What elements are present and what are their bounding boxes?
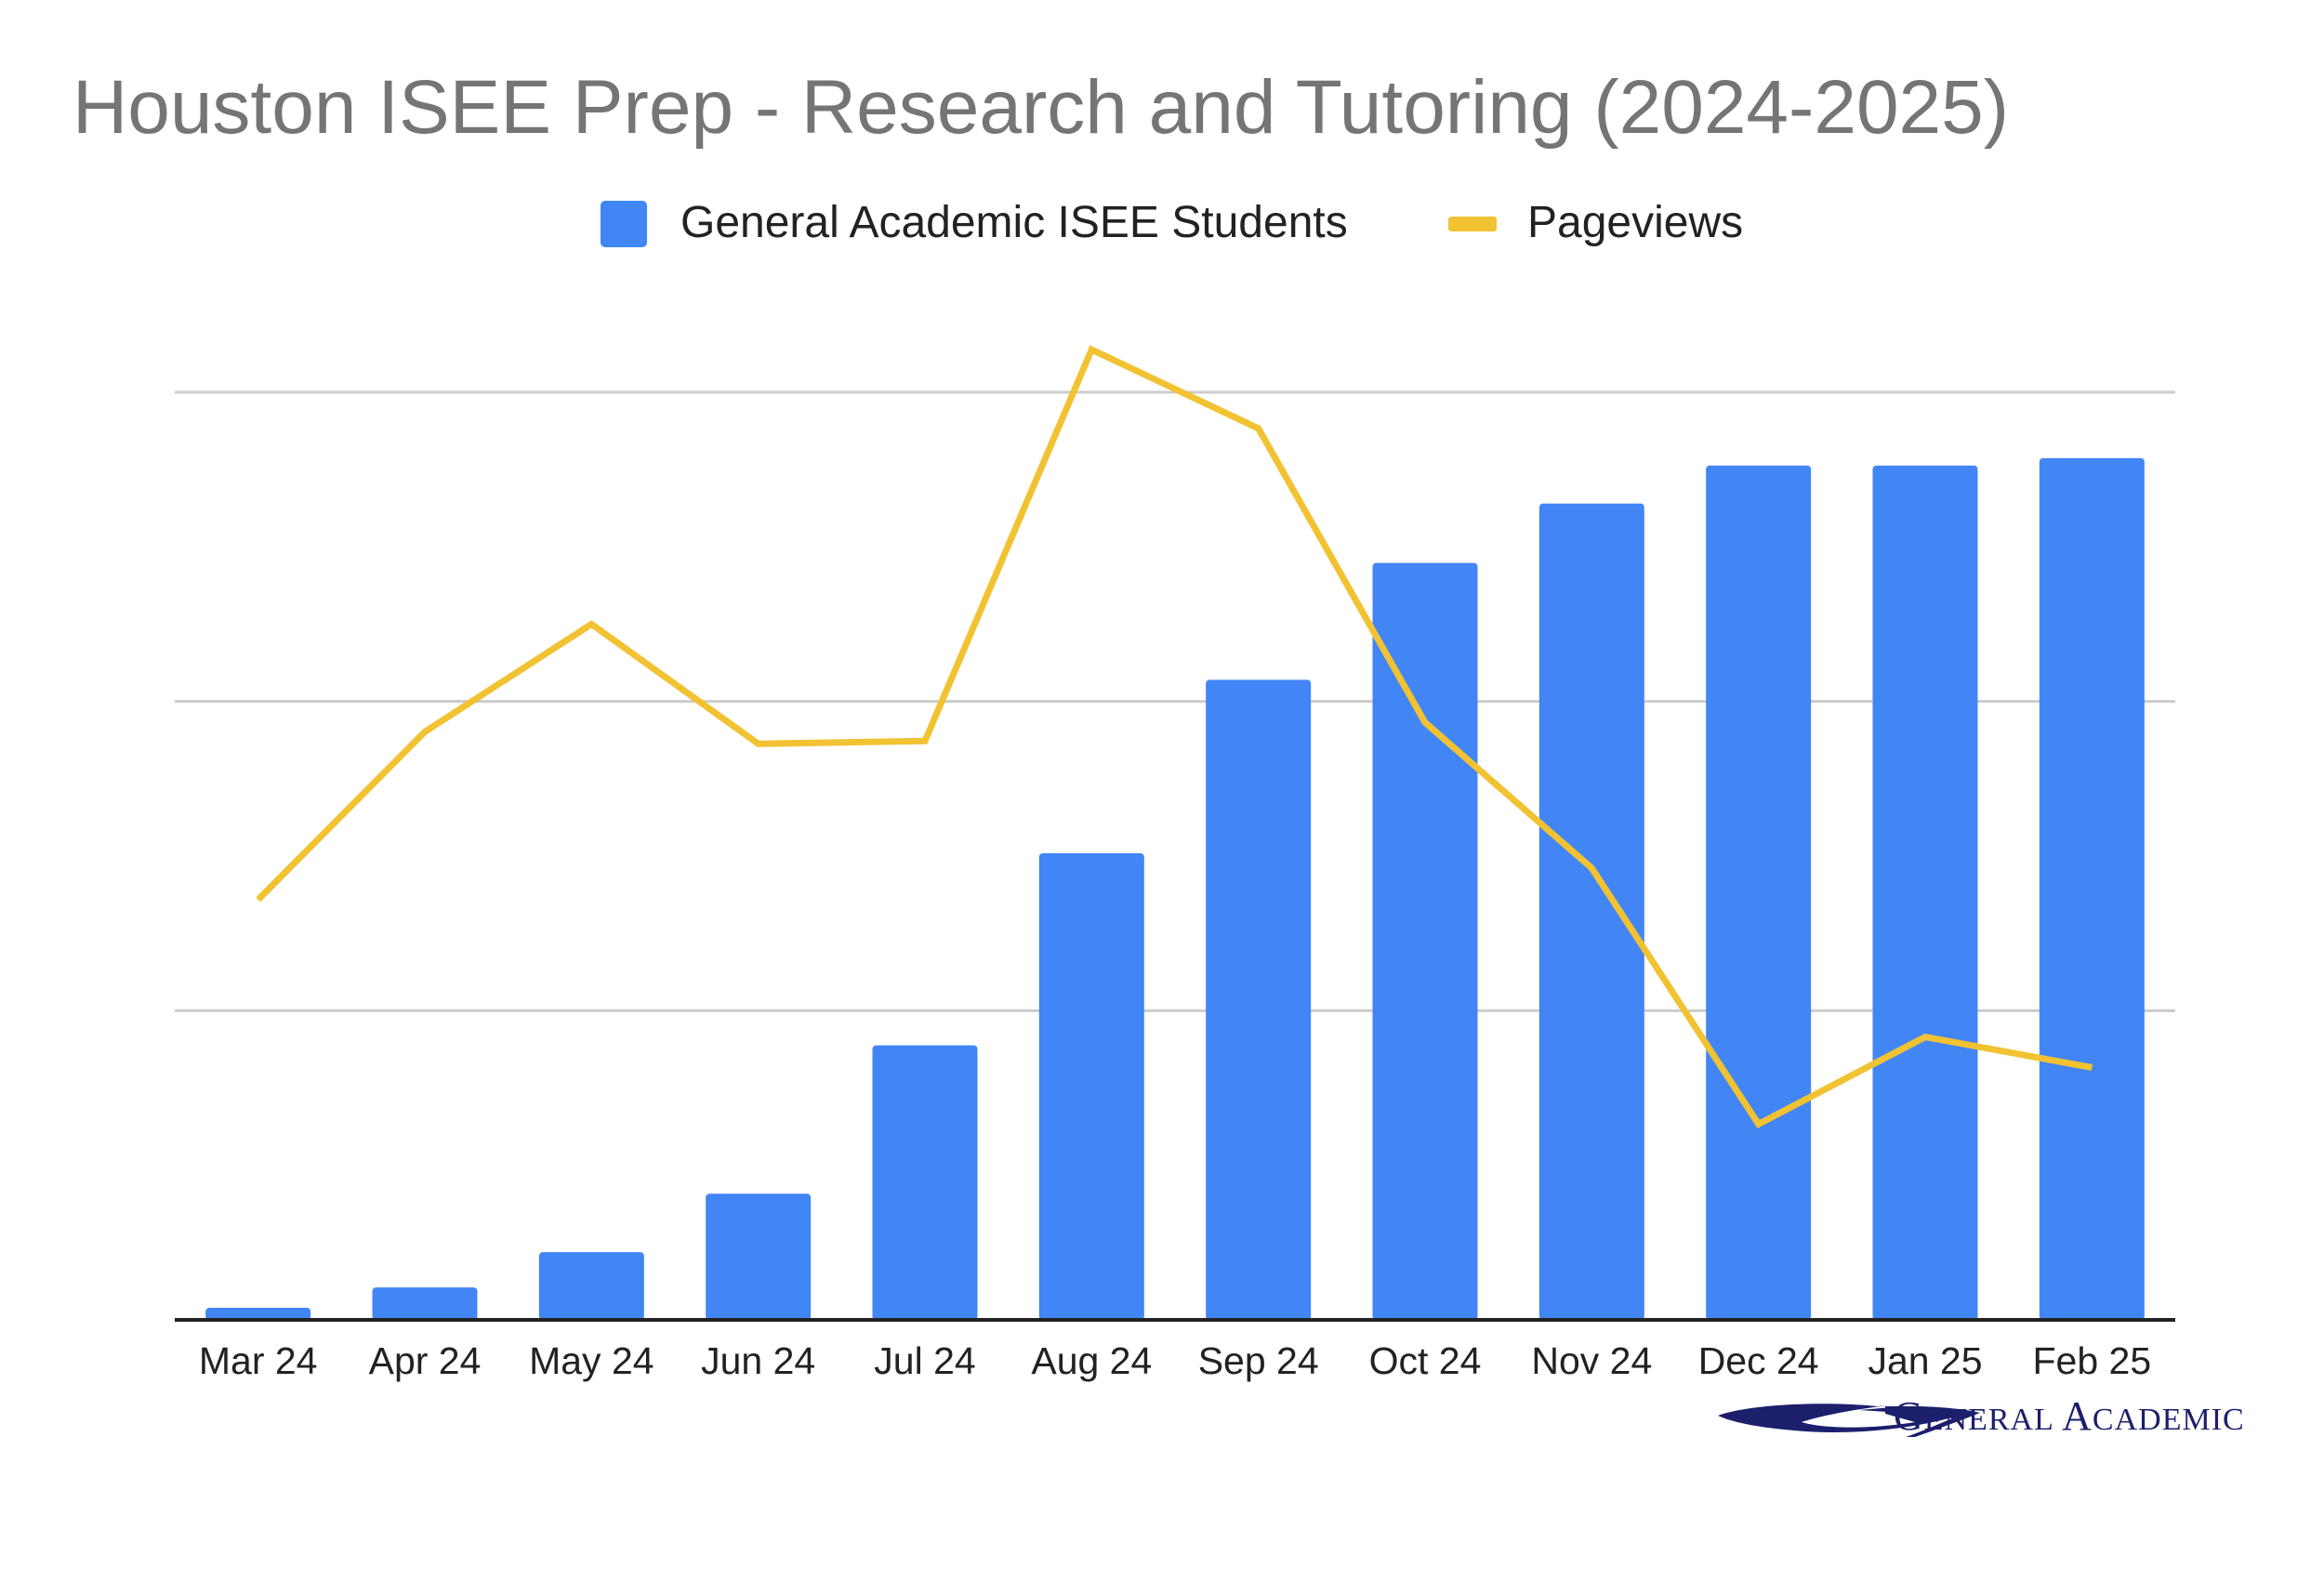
line-series <box>256 345 2093 1128</box>
chart-legend: General Academic ISEE Students Pageviews <box>601 198 1743 247</box>
logo-small-eneral: ENERAL <box>1924 1403 2062 1437</box>
legend-label-students: General Academic ISEE Students <box>680 198 1348 247</box>
bar-jul-24 <box>872 1045 978 1320</box>
pageviews-point-may-24 <box>590 624 592 625</box>
pageviews-point-mar-24 <box>257 899 259 901</box>
x-tick-label: Oct 24 <box>1369 1339 1482 1382</box>
bar-may-24 <box>538 1252 644 1320</box>
bar-dec-24 <box>1706 465 1812 1320</box>
pageviews-point-jul-24 <box>924 740 926 742</box>
bar-aug-24 <box>1038 853 1144 1320</box>
bar-feb-25 <box>2039 457 2145 1320</box>
logo-small-cademic: CADEMIC <box>2093 1403 2245 1437</box>
logo-cap-g: G <box>1894 1393 1924 1439</box>
pageviews-point-aug-24 <box>1090 349 1092 350</box>
pageviews-point-dec-24 <box>1758 1123 1760 1125</box>
x-tick-label: Apr 24 <box>369 1339 482 1382</box>
x-tick-label: Dec 24 <box>1698 1339 1819 1382</box>
x-tick-label: Jul 24 <box>874 1339 975 1382</box>
x-axis-tick-labels: Mar 24 Apr 24 May 24 Jun 24 Jul 24 Aug 24 Sep … <box>199 1339 2151 1382</box>
x-tick-label: Aug 24 <box>1031 1339 1152 1382</box>
bar-oct-24 <box>1372 562 1478 1320</box>
x-tick-label: Sep 24 <box>1198 1339 1319 1382</box>
logo-wordmark: GENERAL ACADEMIC <box>1894 1393 2245 1439</box>
bar-jun-24 <box>706 1193 812 1320</box>
bar-nov-24 <box>1538 503 1644 1320</box>
pageviews-point-feb-25 <box>2091 1067 2093 1069</box>
general-academic-logo: GENERAL ACADEMIC <box>1718 1393 2245 1439</box>
pageviews-point-nov-24 <box>1591 867 1592 869</box>
x-tick-label: Jan 25 <box>1868 1339 1982 1382</box>
bar-sep-24 <box>1206 679 1312 1320</box>
pageviews-point-jun-24 <box>758 743 759 745</box>
legend-swatch-students <box>601 201 647 247</box>
legend-swatch-pageviews <box>1448 217 1497 231</box>
bar-apr-24 <box>372 1287 478 1320</box>
bar-series <box>205 457 2145 1320</box>
logo-cap-a: A <box>2062 1393 2093 1439</box>
chart-title: Houston ISEE Prep - Research and Tutorin… <box>73 65 2009 150</box>
x-tick-label: Feb 25 <box>2033 1339 2152 1382</box>
x-tick-label: May 24 <box>529 1339 654 1382</box>
pageviews-line <box>256 345 2093 1128</box>
pageviews-point-jan-25 <box>1924 1036 1926 1038</box>
bar-jan-25 <box>1872 465 1978 1320</box>
legend-label-pageviews: Pageviews <box>1527 198 1743 247</box>
x-tick-label: Jun 24 <box>701 1339 815 1382</box>
x-tick-label: Mar 24 <box>199 1339 318 1382</box>
x-tick-label: Nov 24 <box>1531 1339 1652 1382</box>
bar-mar-24 <box>205 1308 311 1320</box>
swoosh-logo-icon <box>1718 1404 1980 1437</box>
pageviews-point-oct-24 <box>1424 721 1426 723</box>
